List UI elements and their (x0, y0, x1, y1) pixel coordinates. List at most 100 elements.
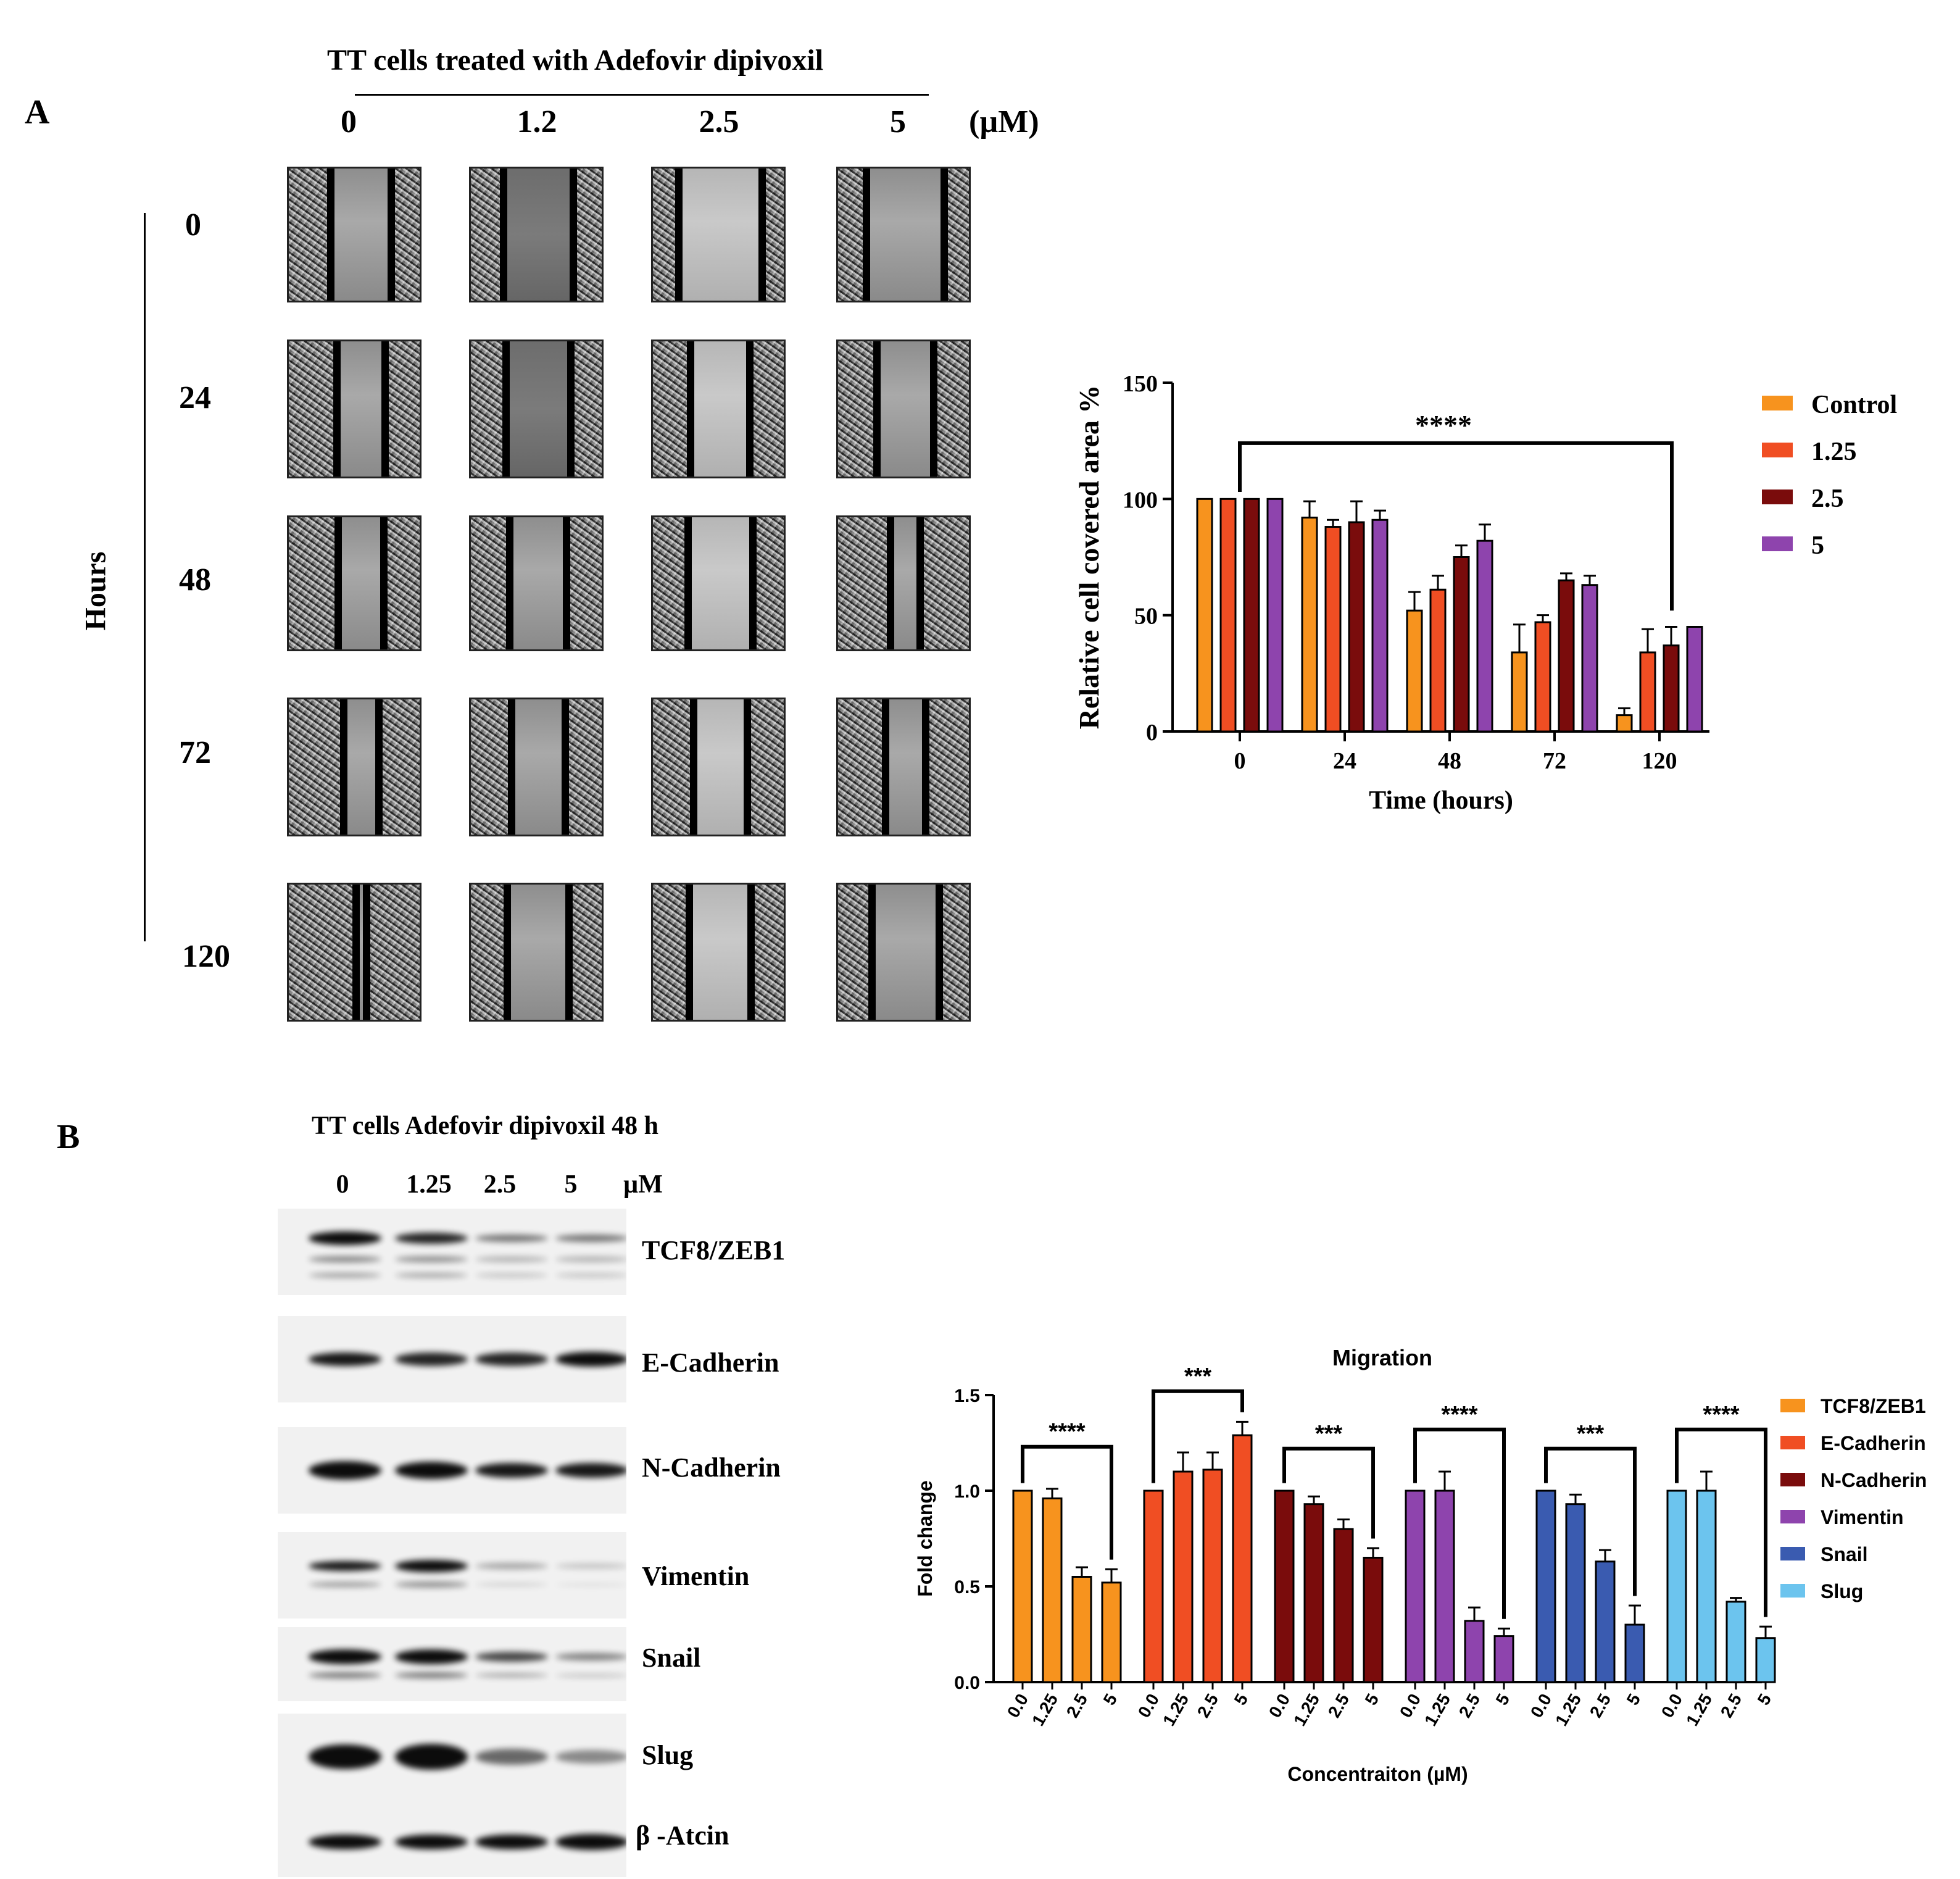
bar-control (1196, 498, 1213, 733)
x-tick-label: 0.0 (1658, 1691, 1686, 1721)
wound-image (836, 167, 971, 302)
blot-band (395, 1233, 468, 1244)
bar-1-25 (1219, 498, 1237, 733)
bar-slug (1666, 1489, 1687, 1683)
legend-label: Control (1811, 391, 1897, 419)
hour-label-0: 0 (185, 207, 201, 243)
wound-gap (891, 517, 920, 649)
x-tick-label: 1.25 (1551, 1691, 1585, 1730)
bar-n-cadherin (1333, 1528, 1354, 1683)
wound-gap (886, 699, 926, 835)
blot-conc-3: 5 (564, 1170, 578, 1199)
panel-a-label: A (25, 93, 50, 131)
blot-band (475, 1256, 548, 1262)
legend-label: E-Cadherin (1821, 1432, 1926, 1454)
wound-image (651, 340, 786, 478)
panel-b-label: B (57, 1118, 80, 1156)
significance-label: *** (1577, 1421, 1605, 1447)
blot-band (395, 1649, 468, 1664)
wound-gap (877, 341, 934, 477)
wound-gap (338, 517, 384, 649)
wound-image (836, 698, 971, 836)
protein-label-ncadherin: N-Cadherin (642, 1452, 781, 1483)
bar-2-5 (1453, 556, 1470, 733)
hour-label-72: 72 (179, 735, 211, 770)
x-tick-label: 2.5 (1717, 1691, 1745, 1721)
legend-label: 5 (1811, 531, 1824, 560)
legend-label: Slug (1821, 1580, 1863, 1602)
y-axis-title: Fold change (914, 1480, 936, 1596)
wound-gap (512, 699, 565, 835)
wound-edge-line (500, 169, 507, 301)
wound-edge-line (563, 517, 570, 649)
blot-band (555, 1235, 626, 1242)
wound-edge-line (675, 169, 683, 301)
blot-band (395, 1256, 468, 1262)
protein-label-ecadherin: E-Cadherin (642, 1348, 779, 1378)
bar-control (1511, 651, 1528, 733)
blot-strip (278, 1316, 626, 1402)
blot-band (309, 1256, 381, 1262)
wound-edge-line (684, 517, 692, 649)
blot-band (475, 1563, 548, 1569)
x-tick-label: 5 (1361, 1691, 1383, 1709)
y-tick-label: 1.5 (954, 1386, 980, 1406)
bar-1-25 (1324, 526, 1342, 733)
wound-image (469, 340, 604, 478)
blot-band (475, 1583, 548, 1586)
x-tick-label: 1.25 (1028, 1691, 1061, 1730)
wound-gap (872, 885, 939, 1020)
bar-control (1616, 714, 1633, 733)
wound-edge-line (375, 699, 383, 835)
bar-5 (1581, 584, 1598, 733)
blot-band (475, 1673, 548, 1677)
bar-2-5 (1243, 498, 1260, 733)
wound-edge-line (562, 699, 569, 835)
wound-edge-line (744, 699, 751, 835)
wound-image (469, 698, 604, 836)
wound-edge-line (882, 699, 889, 835)
chart-title: Migration (1332, 1345, 1432, 1370)
wound-edge-line (380, 517, 388, 649)
significance-bracket (1544, 1446, 1637, 1596)
legend-swatch (1780, 1510, 1805, 1523)
wound-edge-line (340, 699, 347, 835)
blot-band (555, 1352, 626, 1367)
legend-swatch (1780, 1399, 1805, 1412)
bar-1-25 (1639, 651, 1656, 733)
y-tick-label: 0 (1146, 720, 1158, 746)
x-tick-label: 2.5 (1586, 1691, 1614, 1721)
protein-label-beta-actin: β -Atcin (636, 1820, 729, 1851)
blot-band (475, 1235, 548, 1242)
x-tick-label: 2.5 (1324, 1691, 1353, 1721)
legend-swatch (1780, 1584, 1805, 1598)
wound-edge-line (508, 699, 515, 835)
blot-band (309, 1231, 381, 1245)
wound-gap (506, 341, 571, 477)
blot-band (395, 1560, 468, 1572)
blot-band (309, 1649, 381, 1664)
x-tick-label: 0.0 (1265, 1691, 1294, 1721)
wound-edge-line (746, 341, 754, 477)
bar-n-cadherin (1303, 1503, 1324, 1683)
bar-vimentin (1405, 1489, 1426, 1683)
wound-gap (337, 341, 385, 477)
panel-a-title: TT cells treated with Adefovir dipivoxil (327, 44, 824, 77)
x-tick-label: 0.0 (1134, 1691, 1163, 1721)
significance-label: **** (1703, 1402, 1739, 1428)
wound-image (287, 340, 421, 478)
wound-image (651, 515, 786, 651)
bar-5 (1686, 626, 1703, 733)
wound-edge-line (930, 341, 937, 477)
blot-band (555, 1564, 626, 1569)
bar-snail (1565, 1503, 1586, 1683)
significance-label: **** (1441, 1402, 1477, 1428)
wound-image (287, 515, 421, 651)
bar-slug (1696, 1489, 1717, 1683)
significance-bracket (1021, 1444, 1113, 1560)
wound-gap (688, 517, 753, 649)
blot-band (475, 1463, 548, 1478)
bar-2-5 (1663, 644, 1680, 733)
hours-axis-title: Hours (79, 551, 112, 631)
